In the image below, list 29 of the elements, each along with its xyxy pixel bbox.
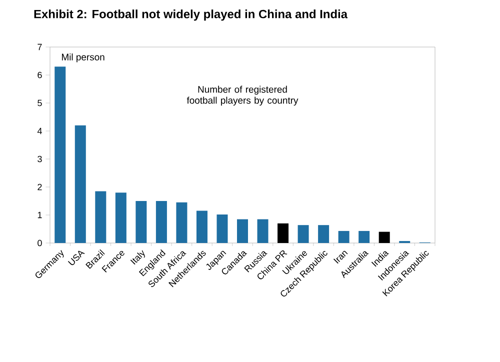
bar: [115, 192, 126, 243]
bar: [176, 202, 188, 243]
bar: [74, 125, 86, 243]
bar: [298, 225, 309, 243]
y-tick-label: 1: [38, 212, 42, 218]
bar: [338, 230, 350, 243]
bar: [136, 201, 147, 243]
bar: [257, 219, 268, 243]
bar: [237, 219, 248, 243]
y-tick-label: 7: [38, 44, 42, 50]
bar: [378, 232, 390, 243]
bar: [95, 191, 106, 243]
bar: [156, 201, 167, 243]
bar: [278, 223, 289, 243]
y-tick-label: 2: [38, 184, 42, 190]
y-tick-label: 6: [38, 72, 42, 78]
bar: [358, 230, 370, 243]
bar: [318, 225, 330, 243]
bar: [54, 66, 66, 243]
y-tick-label: 0: [38, 240, 42, 246]
chart-title: Exhibit 2: Football not widely played in China and India: [34, 10, 348, 21]
annotation: Number of registered football players by country: [186, 86, 298, 106]
x-tick-label: USA: [68, 250, 85, 266]
y-tick-label: 4: [37, 128, 42, 134]
y-tick-label: 3: [38, 156, 42, 162]
y-tick-label: 5: [38, 100, 42, 106]
bar: [196, 210, 208, 243]
bar: [216, 214, 228, 243]
annotation: Mil person: [62, 53, 104, 62]
